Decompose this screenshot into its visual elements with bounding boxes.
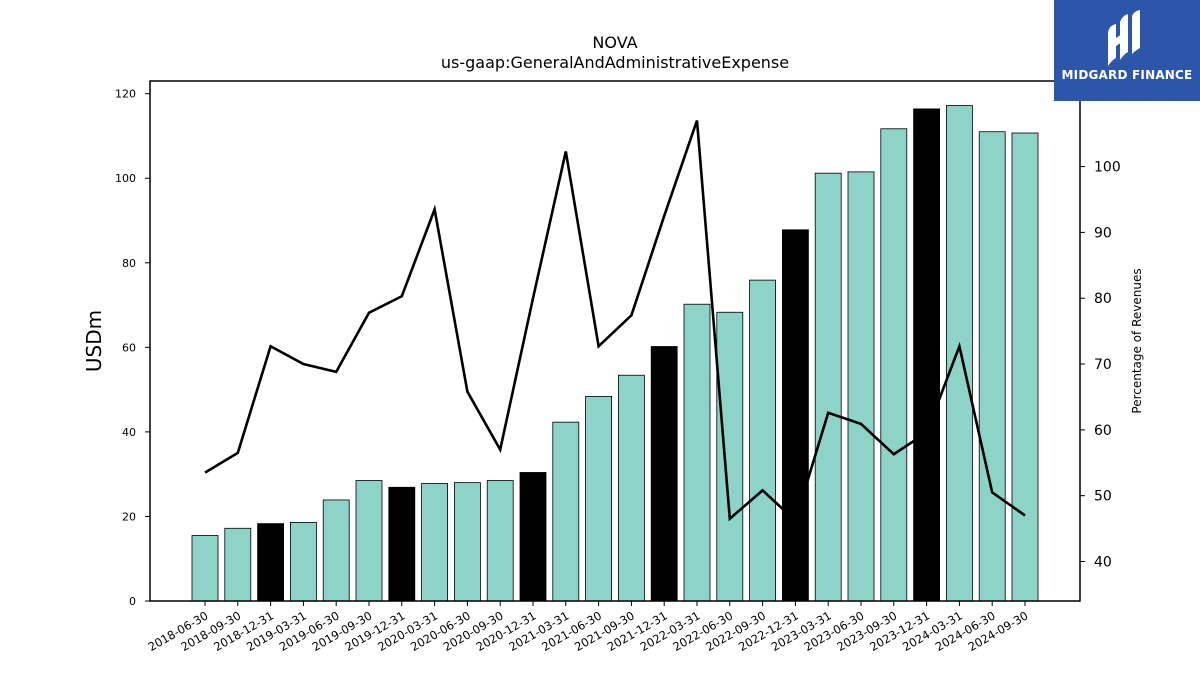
y-tick-label: 20 xyxy=(122,510,136,523)
bar-2021-06-30 xyxy=(585,395,612,602)
y2-tick-label: 90 xyxy=(1094,225,1112,241)
bar-2020-03-31 xyxy=(421,483,449,602)
bar-2023-03-31 xyxy=(814,172,842,602)
y2-axis-label: Percentage of Revenues xyxy=(1130,268,1144,413)
y2-tick-label: 50 xyxy=(1094,489,1112,505)
bar-2023-12-31 xyxy=(913,108,940,602)
bar-2018-09-30 xyxy=(224,527,252,602)
bar-2019-06-30 xyxy=(322,499,350,602)
bar-2020-09-30 xyxy=(486,480,514,602)
brand-logo: MIDGARD FINANCE xyxy=(1054,0,1200,101)
y-axis-label: USDm xyxy=(82,310,106,372)
bar-2024-09-30 xyxy=(1011,132,1039,602)
bar-2022-09-30 xyxy=(749,279,776,602)
y-tick-label: 120 xyxy=(115,88,136,101)
logo-text: MIDGARD FINANCE xyxy=(1061,68,1193,82)
bar-2024-06-30 xyxy=(978,131,1006,602)
bar-2019-03-31 xyxy=(289,521,317,602)
y2-tick-label: 100 xyxy=(1094,160,1121,176)
chart-title: NOVA xyxy=(592,33,637,52)
bar-2022-06-30 xyxy=(716,311,744,602)
bar-2021-12-31 xyxy=(650,346,678,602)
bar-2021-09-30 xyxy=(618,374,645,602)
bar-2018-12-31 xyxy=(257,523,285,602)
bar-2022-12-31 xyxy=(782,229,809,602)
bar-2022-03-31 xyxy=(683,303,711,602)
bar-2020-12-31 xyxy=(519,472,547,602)
bar-2021-03-31 xyxy=(552,421,580,602)
y2-tick-label: 70 xyxy=(1094,357,1112,373)
y2-tick-label: 60 xyxy=(1094,423,1112,439)
bar-series xyxy=(191,105,1039,602)
bar-2024-03-31 xyxy=(946,105,973,602)
bar-2019-12-31 xyxy=(388,486,416,602)
bar-2023-06-30 xyxy=(847,171,875,602)
line-series xyxy=(204,120,1026,524)
y-tick-label: 0 xyxy=(129,595,136,608)
y-tick-label: 40 xyxy=(122,426,136,439)
midgard-logo-icon xyxy=(1108,10,1140,66)
percentage-line xyxy=(204,120,1026,524)
bar-2019-09-30 xyxy=(355,480,383,602)
bar-2023-09-30 xyxy=(880,128,908,602)
chart-subtitle: us-gaap:GeneralAndAdministrativeExpense xyxy=(441,53,789,72)
bar-2018-06-30 xyxy=(191,535,219,602)
y-tick-label: 100 xyxy=(115,172,136,185)
bar-2020-06-30 xyxy=(453,482,481,602)
y2-tick-label: 40 xyxy=(1094,555,1112,571)
y-tick-label: 60 xyxy=(122,341,136,354)
y2-tick-label: 80 xyxy=(1094,291,1112,307)
y-tick-label: 80 xyxy=(122,257,136,270)
plot-frame xyxy=(149,80,1081,602)
